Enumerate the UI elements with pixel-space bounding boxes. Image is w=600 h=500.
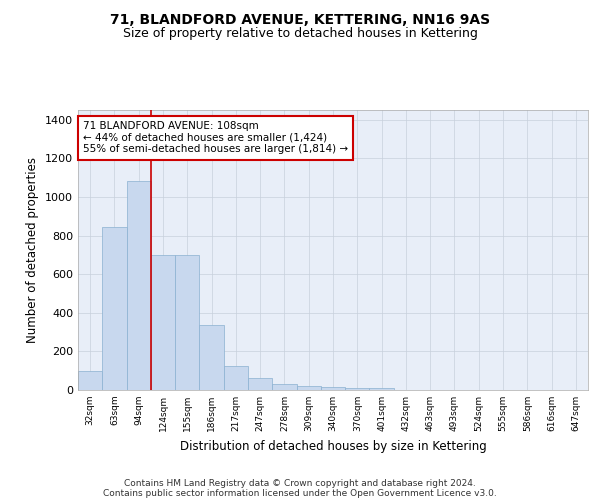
Bar — [248, 378, 272, 390]
Text: 71 BLANDFORD AVENUE: 108sqm
← 44% of detached houses are smaller (1,424)
55% of : 71 BLANDFORD AVENUE: 108sqm ← 44% of det… — [83, 121, 348, 154]
Bar — [175, 256, 199, 390]
X-axis label: Distribution of detached houses by size in Kettering: Distribution of detached houses by size … — [179, 440, 487, 452]
Y-axis label: Number of detached properties: Number of detached properties — [26, 157, 40, 343]
Bar — [370, 388, 394, 390]
Bar — [127, 181, 151, 390]
Bar — [102, 227, 127, 390]
Bar — [199, 326, 224, 390]
Bar — [224, 366, 248, 390]
Text: 71, BLANDFORD AVENUE, KETTERING, NN16 9AS: 71, BLANDFORD AVENUE, KETTERING, NN16 9A… — [110, 12, 490, 26]
Bar — [272, 384, 296, 390]
Text: Size of property relative to detached houses in Kettering: Size of property relative to detached ho… — [122, 28, 478, 40]
Bar — [296, 386, 321, 390]
Bar — [151, 256, 175, 390]
Bar — [78, 370, 102, 390]
Text: Contains HM Land Registry data © Crown copyright and database right 2024.: Contains HM Land Registry data © Crown c… — [124, 478, 476, 488]
Text: Contains public sector information licensed under the Open Government Licence v3: Contains public sector information licen… — [103, 488, 497, 498]
Bar — [321, 386, 345, 390]
Bar — [345, 388, 370, 390]
